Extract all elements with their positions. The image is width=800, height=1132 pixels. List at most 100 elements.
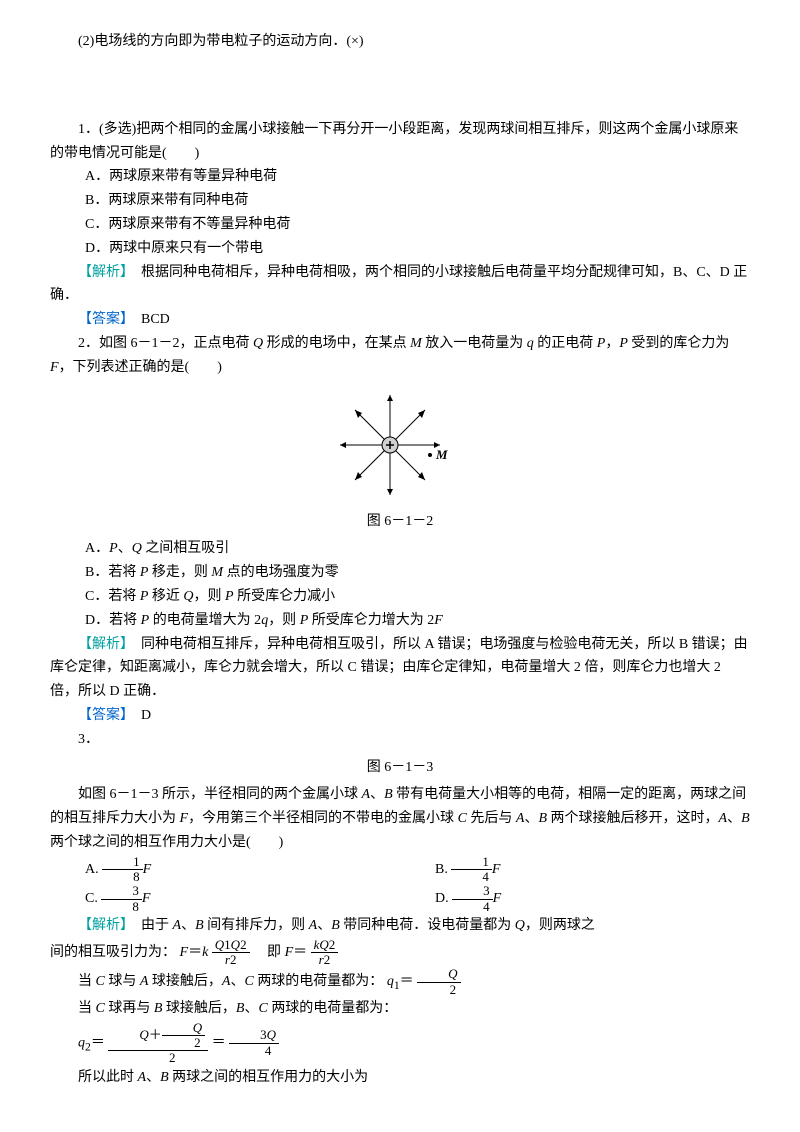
q3-num: 3． bbox=[50, 728, 750, 752]
frac: 34 bbox=[452, 884, 493, 914]
v: k bbox=[202, 945, 208, 960]
v: Q bbox=[183, 589, 193, 604]
q1-opt-b: B．两球原来带有同种电荷 bbox=[57, 189, 750, 213]
v: B bbox=[331, 918, 340, 933]
d: 8 bbox=[102, 870, 143, 884]
v: kQ bbox=[314, 937, 329, 952]
n: 3 bbox=[452, 884, 493, 899]
q2-fig-caption: 图 6－1－2 bbox=[50, 510, 750, 534]
spacer bbox=[50, 54, 750, 86]
var-M: M bbox=[410, 336, 422, 351]
q2-t: 放入一电荷量为 bbox=[422, 336, 527, 351]
t: 两球之间的相互作用力的大小为 bbox=[169, 1070, 369, 1085]
v: q bbox=[78, 1035, 85, 1050]
d: 2 bbox=[108, 1051, 208, 1065]
q3-opt-a: A. 18F bbox=[57, 855, 400, 885]
t: ＝ bbox=[400, 974, 414, 989]
q1-answer-row: 【答案】 BCD bbox=[50, 308, 750, 332]
answer-label: 【答案】 bbox=[78, 312, 127, 327]
t: 2 bbox=[324, 952, 331, 967]
t: 带同种电荷．设电荷量都为 bbox=[340, 918, 515, 933]
t: ＝ bbox=[212, 1035, 226, 1050]
t: 、 bbox=[230, 974, 244, 989]
t: ，今用第三个半径相同的不带电的金属小球 bbox=[188, 811, 458, 826]
v: F bbox=[180, 945, 189, 960]
t: 2 bbox=[329, 937, 336, 952]
t: 2 bbox=[230, 952, 237, 967]
t: ＝ bbox=[188, 945, 202, 960]
t: 球接触后， bbox=[162, 1001, 236, 1016]
d: r2 bbox=[212, 953, 250, 967]
q2-analysis-row: 【解析】 同种电荷相互排斥，异种电荷相互吸引，所以 A 错误；电场强度与检验电荷… bbox=[50, 633, 750, 704]
t: ＝ bbox=[293, 945, 307, 960]
t: 、 bbox=[727, 811, 741, 826]
n: Q bbox=[417, 967, 460, 982]
d: r2 bbox=[311, 953, 339, 967]
q3-opt-b: B. 14F bbox=[407, 855, 750, 885]
t: 所受库仑力减小 bbox=[234, 589, 336, 604]
t: ，则两球之 bbox=[525, 918, 595, 933]
t: 当 bbox=[78, 1001, 96, 1016]
t: C. bbox=[85, 891, 98, 906]
v: A bbox=[173, 918, 182, 933]
t: 球再与 bbox=[105, 1001, 154, 1016]
v: B bbox=[195, 918, 204, 933]
v: B bbox=[741, 811, 750, 826]
q2-answer-row: 【答案】 D bbox=[50, 704, 750, 728]
v: A bbox=[138, 1070, 147, 1085]
frac: 14 bbox=[451, 855, 492, 885]
q1-opt-a: A．两球原来带有等量异种电荷 bbox=[57, 165, 750, 189]
t: 所受库仑力增大为 2 bbox=[308, 613, 434, 628]
v: C bbox=[96, 1001, 105, 1016]
t: 球与 bbox=[105, 974, 140, 989]
t: 即 bbox=[253, 945, 285, 960]
q1-analysis-row: 【解析】 根据同种电荷相斥，异种电荷相吸，两个相同的小球接触后电荷量平均分配规律… bbox=[50, 261, 750, 309]
t: ＝ bbox=[91, 1035, 105, 1050]
intro-line: (2)电场线的方向即为带电粒子的运动方向．(×) bbox=[50, 30, 750, 54]
v: Q bbox=[215, 937, 224, 952]
q2-t: 形成的电场中，在某点 bbox=[263, 336, 410, 351]
v: B bbox=[384, 787, 393, 802]
t: 2 bbox=[240, 937, 247, 952]
v: F bbox=[493, 891, 502, 906]
t: 间的相互吸引力为： bbox=[50, 945, 176, 960]
q2-t: 的正电荷 bbox=[534, 336, 597, 351]
t: 、 bbox=[524, 811, 538, 826]
q3-options-row1: A. 18F B. 14F bbox=[50, 855, 750, 885]
n: Q bbox=[162, 1021, 205, 1036]
q2-opt-d: D．若将 P 的电荷量增大为 2q，则 P 所受库仑力增大为 2F bbox=[57, 609, 750, 633]
v: Q bbox=[139, 1026, 148, 1041]
v: F bbox=[492, 862, 501, 877]
q1-analysis-text: 根据同种电荷相斥，异种电荷相吸，两个相同的小球接触后电荷量平均分配规律可知，B、… bbox=[50, 265, 747, 304]
diagram-label-M: M bbox=[435, 447, 448, 462]
q3-c1: 当 C 球与 A 球接触后，A、C 两球的电荷量都为： q1＝ Q2 bbox=[50, 967, 750, 997]
v: P bbox=[300, 613, 309, 628]
q2-answer-text: D bbox=[127, 708, 151, 723]
v: F bbox=[143, 862, 152, 877]
frac: Q2 bbox=[417, 967, 460, 997]
t: 移走，则 bbox=[148, 565, 211, 580]
t: 所以此时 bbox=[78, 1070, 138, 1085]
frac: Q1Q2 r2 bbox=[212, 938, 250, 968]
v: F bbox=[180, 811, 189, 826]
t: B. bbox=[435, 862, 448, 877]
n: kQ2 bbox=[311, 938, 339, 953]
t: 两个球之间的相互作用力大小是( ) bbox=[50, 835, 283, 850]
v: P bbox=[225, 589, 234, 604]
q1-stem: 1．(多选)把两个相同的金属小球接触一下再分开一小段距离，发现两球间相互排斥，则… bbox=[50, 118, 750, 166]
q3-q2-eq: q2＝ Q＋Q2 2 ＝ 3Q 4 bbox=[50, 1021, 750, 1066]
v: C bbox=[258, 1001, 267, 1016]
v: F bbox=[142, 891, 151, 906]
d: 4 bbox=[452, 900, 493, 914]
q3-opt-d: D. 34F bbox=[407, 884, 750, 914]
q3-analysis-row: 【解析】 由于 A、B 间有排斥力，则 A、B 带同种电荷．设电荷量都为 Q，则… bbox=[50, 914, 750, 938]
v: P bbox=[109, 541, 118, 556]
d: 2 bbox=[417, 983, 460, 997]
t: 球接触后， bbox=[148, 974, 222, 989]
q2-opt-b: B．若将 P 移走，则 M 点的电场强度为零 bbox=[57, 561, 750, 585]
t: D．若将 bbox=[85, 613, 141, 628]
t: 移近 bbox=[148, 589, 183, 604]
v: A bbox=[309, 918, 318, 933]
q2-t: ，下列表述正确的是( ) bbox=[59, 360, 222, 375]
v: C bbox=[244, 974, 253, 989]
